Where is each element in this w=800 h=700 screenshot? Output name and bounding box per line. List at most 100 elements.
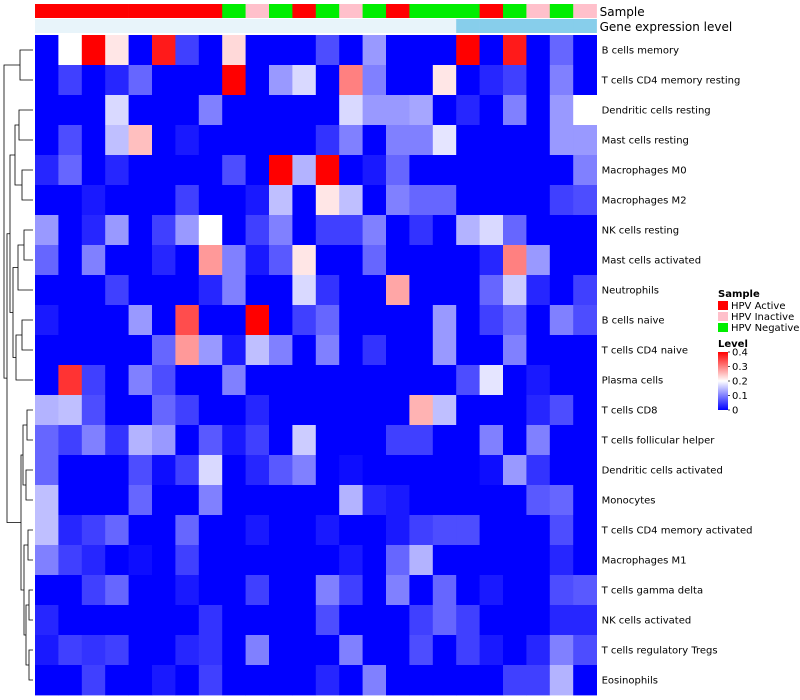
heatmap-cell	[105, 215, 129, 246]
heatmap-cell	[175, 365, 200, 396]
heatmap-cell	[35, 245, 59, 276]
heatmap-cell	[362, 635, 387, 666]
sample-annotation-cell	[409, 4, 434, 18]
heatmap-cell	[315, 455, 340, 486]
heatmap-cell	[81, 515, 106, 546]
heatmap-cell	[269, 185, 293, 216]
heatmap-cell	[409, 95, 434, 126]
heatmap-cell	[292, 275, 317, 306]
heatmap-cell	[339, 635, 363, 666]
sample-annotation-cell	[128, 4, 153, 18]
heatmap-cell	[175, 215, 200, 246]
sample-annotation-cell	[152, 4, 176, 18]
legend-tick-label: 0	[732, 406, 738, 417]
heatmap-cell	[315, 395, 340, 426]
heatmap-cell	[292, 125, 317, 156]
dendrogram-branch	[18, 109, 33, 141]
heatmap-cell	[315, 65, 340, 96]
heatmap-cell	[105, 65, 129, 96]
legend-entry-label: HPV Inactive	[731, 312, 794, 323]
heatmap-cell	[386, 95, 410, 126]
heatmap-cell	[573, 35, 597, 66]
heatmap-cell	[81, 65, 106, 96]
heatmap-cell	[81, 95, 106, 126]
heatmap-cell	[503, 125, 527, 156]
heatmap-cell	[526, 485, 551, 516]
heatmap-cell	[456, 335, 480, 366]
heatmap-cell	[573, 395, 597, 426]
heatmap-cell	[339, 155, 363, 186]
heatmap-cell	[58, 95, 83, 126]
heatmap-cell	[152, 425, 176, 456]
heatmap-cell	[362, 305, 387, 336]
heatmap-cell	[386, 365, 410, 396]
heatmap-cell	[175, 635, 200, 666]
heatmap-cell	[315, 35, 340, 66]
heatmap-cell	[362, 545, 387, 576]
heatmap-cell	[573, 305, 597, 336]
heatmap-cell	[269, 35, 293, 66]
heatmap-cell	[573, 95, 597, 126]
heatmap-cell	[222, 515, 246, 546]
heatmap-cell	[198, 275, 223, 306]
heatmap-cell	[339, 575, 363, 606]
dendrogram-branch	[21, 169, 33, 201]
legend-swatch	[718, 312, 728, 321]
dendrogram-branch	[25, 604, 29, 666]
heatmap-cells	[35, 35, 597, 696]
heatmap-cell	[386, 575, 410, 606]
heatmap-cell	[198, 455, 223, 486]
heatmap-cell	[315, 275, 340, 306]
row-label: B cells memory	[602, 46, 679, 57]
heatmap-cell	[198, 485, 223, 516]
heatmap-cell	[456, 605, 480, 636]
heatmap-cell	[456, 245, 480, 276]
heatmap-cell	[362, 125, 387, 156]
heatmap-cell	[35, 35, 59, 66]
heatmap-cell	[35, 125, 59, 156]
heatmap-cell	[245, 95, 270, 126]
heatmap-cell	[128, 125, 153, 156]
expression-level-annotation-cell	[432, 19, 457, 33]
heatmap-cell	[362, 215, 387, 246]
heatmap-cell	[105, 335, 129, 366]
heatmap-cell	[198, 245, 223, 276]
heatmap-cell	[409, 545, 434, 576]
heatmap-cell	[128, 275, 153, 306]
heatmap-cell	[128, 95, 153, 126]
heatmap-cell	[479, 335, 504, 366]
heatmap-cell	[432, 485, 457, 516]
heatmap-cell	[549, 275, 574, 306]
heatmap-cell	[479, 485, 504, 516]
heatmap-cell	[292, 305, 317, 336]
heatmap-cell	[456, 395, 480, 426]
heatmap-cell	[409, 275, 434, 306]
heatmap-cell	[128, 305, 153, 336]
heatmap-cell	[526, 155, 551, 186]
heatmap-cell	[339, 215, 363, 246]
heatmap-cell	[409, 665, 434, 696]
heatmap-cell	[386, 275, 410, 306]
legend-tick-label: 0.1	[732, 391, 748, 402]
heatmap-cell	[245, 395, 270, 426]
heatmap-cell	[479, 575, 504, 606]
heatmap-cell	[175, 485, 200, 516]
heatmap-cell	[128, 665, 153, 696]
heatmap-cell	[432, 245, 457, 276]
heatmap-cell	[526, 185, 551, 216]
heatmap-cell	[339, 485, 363, 516]
heatmap-cell	[292, 515, 317, 546]
heatmap-cell	[573, 185, 597, 216]
heatmap-cell	[105, 305, 129, 336]
heatmap-cell	[526, 635, 551, 666]
heatmap-cell	[456, 65, 480, 96]
heatmap-cell	[222, 365, 246, 396]
legend-entry-label: HPV Active	[731, 301, 786, 312]
heatmap-cell	[549, 185, 574, 216]
heatmap-cell	[35, 575, 59, 606]
heatmap-cell	[386, 155, 410, 186]
heatmap-cell	[198, 635, 223, 666]
heatmap-cell	[269, 575, 293, 606]
heatmap-cell	[409, 305, 434, 336]
heatmap-cell	[573, 245, 597, 276]
